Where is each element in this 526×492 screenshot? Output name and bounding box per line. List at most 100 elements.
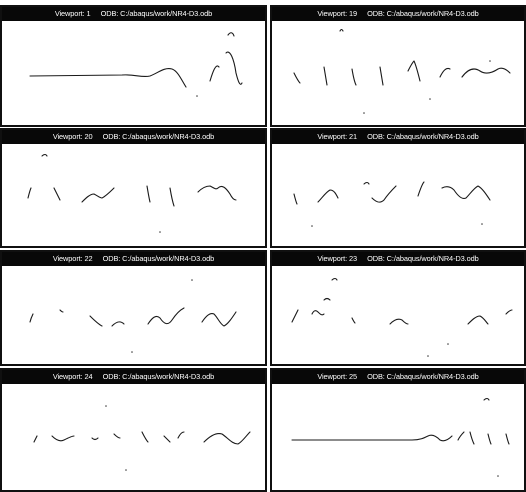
mode-shape-curve [363, 181, 370, 185]
mode-shape-curve [203, 431, 251, 445]
viewport-label: Viewport: 22 [52, 254, 93, 263]
mode-shape-plot [2, 144, 265, 246]
mode-shape-curve [29, 313, 34, 323]
mode-shape-dot [159, 231, 161, 233]
mode-shape-dot [311, 225, 313, 227]
mode-shape-plot [2, 21, 265, 125]
mode-shape-svg [33, 405, 251, 471]
viewport-label: Viewport: 20 [52, 132, 93, 141]
viewport-24[interactable]: Viewport: 24 ODB: C:/abaqus/work/NR4-D3.o… [0, 368, 267, 492]
viewport-title-bar: Viewport: 20 ODB: C:/abaqus/work/NR4-D3.o… [2, 130, 265, 144]
mode-shape-curve [197, 185, 237, 201]
mode-shape-curve [467, 315, 489, 325]
mode-shape-dot [363, 112, 365, 114]
viewport-odb-path: ODB: C:/abaqus/work/NR4-D3.odb [102, 372, 215, 381]
mode-shape-plot [272, 266, 524, 364]
mode-shape-curve [209, 65, 220, 82]
mode-shape-dot [429, 98, 431, 100]
mode-shape-curve [389, 318, 409, 325]
mode-shape-curve [439, 67, 451, 78]
mode-shape-curve [201, 311, 237, 327]
viewport-label: Viewport: 24 [52, 372, 93, 381]
viewport-19[interactable]: Viewport: 19 ODB: C:/abaqus/work/NR4-D3.o… [270, 5, 526, 127]
mode-shape-curve [51, 435, 75, 442]
mode-shape-curve [323, 66, 328, 86]
mode-shape-curve [169, 187, 175, 207]
mode-shape-curve [417, 181, 425, 197]
viewport-23[interactable]: Viewport: 23 ODB: C:/abaqus/work/NR4-D3.o… [270, 250, 526, 366]
mode-shape-svg [293, 181, 491, 227]
mode-shape-curve [323, 297, 331, 301]
viewport-20[interactable]: Viewport: 20 ODB: C:/abaqus/work/NR4-D3.o… [0, 128, 267, 248]
viewport-25[interactable]: Viewport: 25 ODB: C:/abaqus/work/NR4-D3.o… [270, 368, 526, 492]
mode-shape-curve [331, 277, 338, 281]
mode-shape-plot [272, 384, 524, 490]
mode-shape-curve [311, 310, 325, 316]
viewport-21[interactable]: Viewport: 21 ODB: C:/abaqus/work/NR4-D3.o… [270, 128, 526, 248]
mode-shape-curve [291, 309, 299, 323]
mode-shape-curve [351, 68, 357, 86]
viewport-title-bar: Viewport: 21 ODB: C:/abaqus/work/NR4-D3.o… [272, 130, 524, 144]
mode-shape-curve [487, 433, 492, 445]
mode-shape-dot [447, 343, 449, 345]
mode-shape-svg [29, 32, 243, 97]
viewport-title-bar: Viewport: 22 ODB: C:/abaqus/work/NR4-D3.o… [2, 252, 265, 266]
viewport-title-bar: Viewport: 1 ODB: C:/abaqus/work/NR4-D3.od… [2, 7, 265, 21]
mode-shape-curve [53, 187, 61, 201]
mode-shape-curve [457, 431, 465, 441]
mode-shape-curve [339, 28, 344, 32]
mode-shape-curve [293, 193, 298, 205]
mode-shape-curve [27, 187, 32, 199]
mode-shape-curve [113, 433, 121, 439]
mode-shape-curve [505, 309, 513, 315]
mode-shape-curve [351, 317, 356, 324]
mode-shape-dot [131, 351, 133, 353]
mode-shape-curve [225, 51, 243, 85]
viewport-odb-path: ODB: C:/abaqus/work/NR4-D3.odb [102, 132, 215, 141]
mode-shape-curve [469, 431, 475, 445]
viewport-odb-path: ODB: C:/abaqus/work/NR4-D3.odb [367, 372, 479, 381]
mode-shape-curve [146, 185, 151, 203]
mode-shape-svg [293, 28, 511, 114]
mode-shape-curve [81, 187, 115, 203]
mode-shape-dot [196, 95, 198, 97]
mode-shape-curve [379, 66, 384, 86]
viewport-1[interactable]: Viewport: 1 ODB: C:/abaqus/work/NR4-D3.od… [0, 5, 267, 127]
mode-shape-svg [29, 279, 237, 353]
mode-shape-curve [505, 433, 510, 445]
mode-shape-curve [407, 60, 421, 82]
mode-shape-curve [461, 67, 511, 78]
mode-shape-plot [272, 21, 524, 125]
mode-shape-curve [29, 68, 187, 88]
mode-shape-curve [483, 397, 490, 401]
mode-shape-dot [489, 60, 491, 62]
mode-shape-dot [497, 475, 499, 477]
viewport-title-bar: Viewport: 24 ODB: C:/abaqus/work/NR4-D3.o… [2, 370, 265, 384]
viewport-label: Viewport: 25 [317, 372, 358, 381]
mode-shape-curve [163, 435, 171, 443]
viewport-odb-path: ODB: C:/abaqus/work/NR4-D3.odb [367, 9, 479, 18]
mode-shape-curve [293, 72, 301, 84]
viewport-odb-path: ODB: C:/abaqus/work/NR4-D3.odb [102, 254, 215, 263]
mode-shape-svg [291, 397, 510, 477]
mode-shape-curve [291, 434, 453, 442]
viewport-title-bar: Viewport: 25 ODB: C:/abaqus/work/NR4-D3.o… [272, 370, 524, 384]
mode-shape-curve [441, 185, 491, 201]
viewport-label: Viewport: 23 [317, 254, 358, 263]
viewport-label: Viewport: 21 [317, 132, 358, 141]
viewport-label: Viewport: 19 [317, 9, 358, 18]
viewport-odb-path: ODB: C:/abaqus/work/NR4-D3.odb [100, 9, 213, 18]
mode-shape-dot [105, 405, 107, 407]
viewport-odb-path: ODB: C:/abaqus/work/NR4-D3.odb [367, 132, 479, 141]
mode-shape-curve [89, 315, 103, 327]
mode-shape-plot [2, 266, 265, 364]
viewport-label: Viewport: 1 [54, 9, 91, 18]
viewport-title-bar: Viewport: 19 ODB: C:/abaqus/work/NR4-D3.o… [272, 7, 524, 21]
mode-shape-dot [427, 355, 429, 357]
mode-shape-plot [272, 144, 524, 246]
mode-shape-curve [147, 307, 185, 325]
mode-shape-dot [125, 469, 127, 471]
viewport-22[interactable]: Viewport: 22 ODB: C:/abaqus/work/NR4-D3.o… [0, 250, 267, 366]
mode-shape-curve [59, 309, 64, 313]
